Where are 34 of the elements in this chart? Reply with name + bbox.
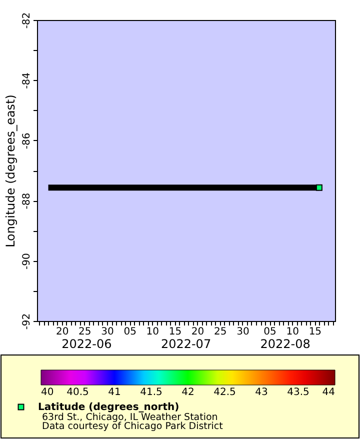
- y-tick-label: -88: [22, 192, 32, 210]
- color-bar-label: 40: [41, 387, 54, 398]
- x-tick-label: 05: [124, 326, 136, 338]
- x-tick-label: 20: [56, 326, 69, 338]
- color-bar-label: 41.5: [140, 387, 162, 398]
- text: 63rd St., Chicago, IL Weather Station: [42, 412, 218, 423]
- x-tick-label: 10: [286, 326, 299, 338]
- y-tick-label: -86: [22, 132, 32, 150]
- y-tick-label: -92: [22, 313, 32, 330]
- x-tick-label: 25: [214, 326, 227, 338]
- text: 2022-07: [160, 337, 212, 351]
- color-bar-label: 41: [108, 387, 121, 398]
- y-axis-title: Longitude (degrees_east): [4, 94, 18, 248]
- x-tick-label: 25: [78, 326, 92, 338]
- y-tick-label: -82: [22, 12, 32, 29]
- legend-label: Latitude (degrees_north): [38, 402, 180, 413]
- x-tick-label: 20: [191, 326, 204, 338]
- text: 2022-06: [62, 337, 112, 351]
- x-tick-label: 15: [308, 326, 322, 338]
- x-tick-label: 30: [101, 326, 114, 338]
- color-bar-label: 42.5: [214, 387, 236, 398]
- color-bar-label: 40.5: [66, 387, 89, 398]
- x-tick-label: 05: [264, 326, 276, 338]
- x-tick-label: 15: [168, 326, 182, 338]
- y-tick-label: -84: [22, 72, 32, 89]
- color-bar-label: 43: [255, 387, 268, 398]
- x-tick-label: 10: [146, 326, 160, 338]
- y-tick-label: -90: [22, 253, 32, 270]
- color-bar-label: 42: [182, 387, 194, 398]
- x-tick-label: 30: [236, 326, 250, 338]
- color-bar-label: 43.5: [287, 387, 310, 398]
- text: 2022-08: [260, 337, 310, 351]
- color-bar-label: 44: [322, 387, 335, 398]
- text: Data courtesy of Chicago Park District: [42, 421, 224, 432]
